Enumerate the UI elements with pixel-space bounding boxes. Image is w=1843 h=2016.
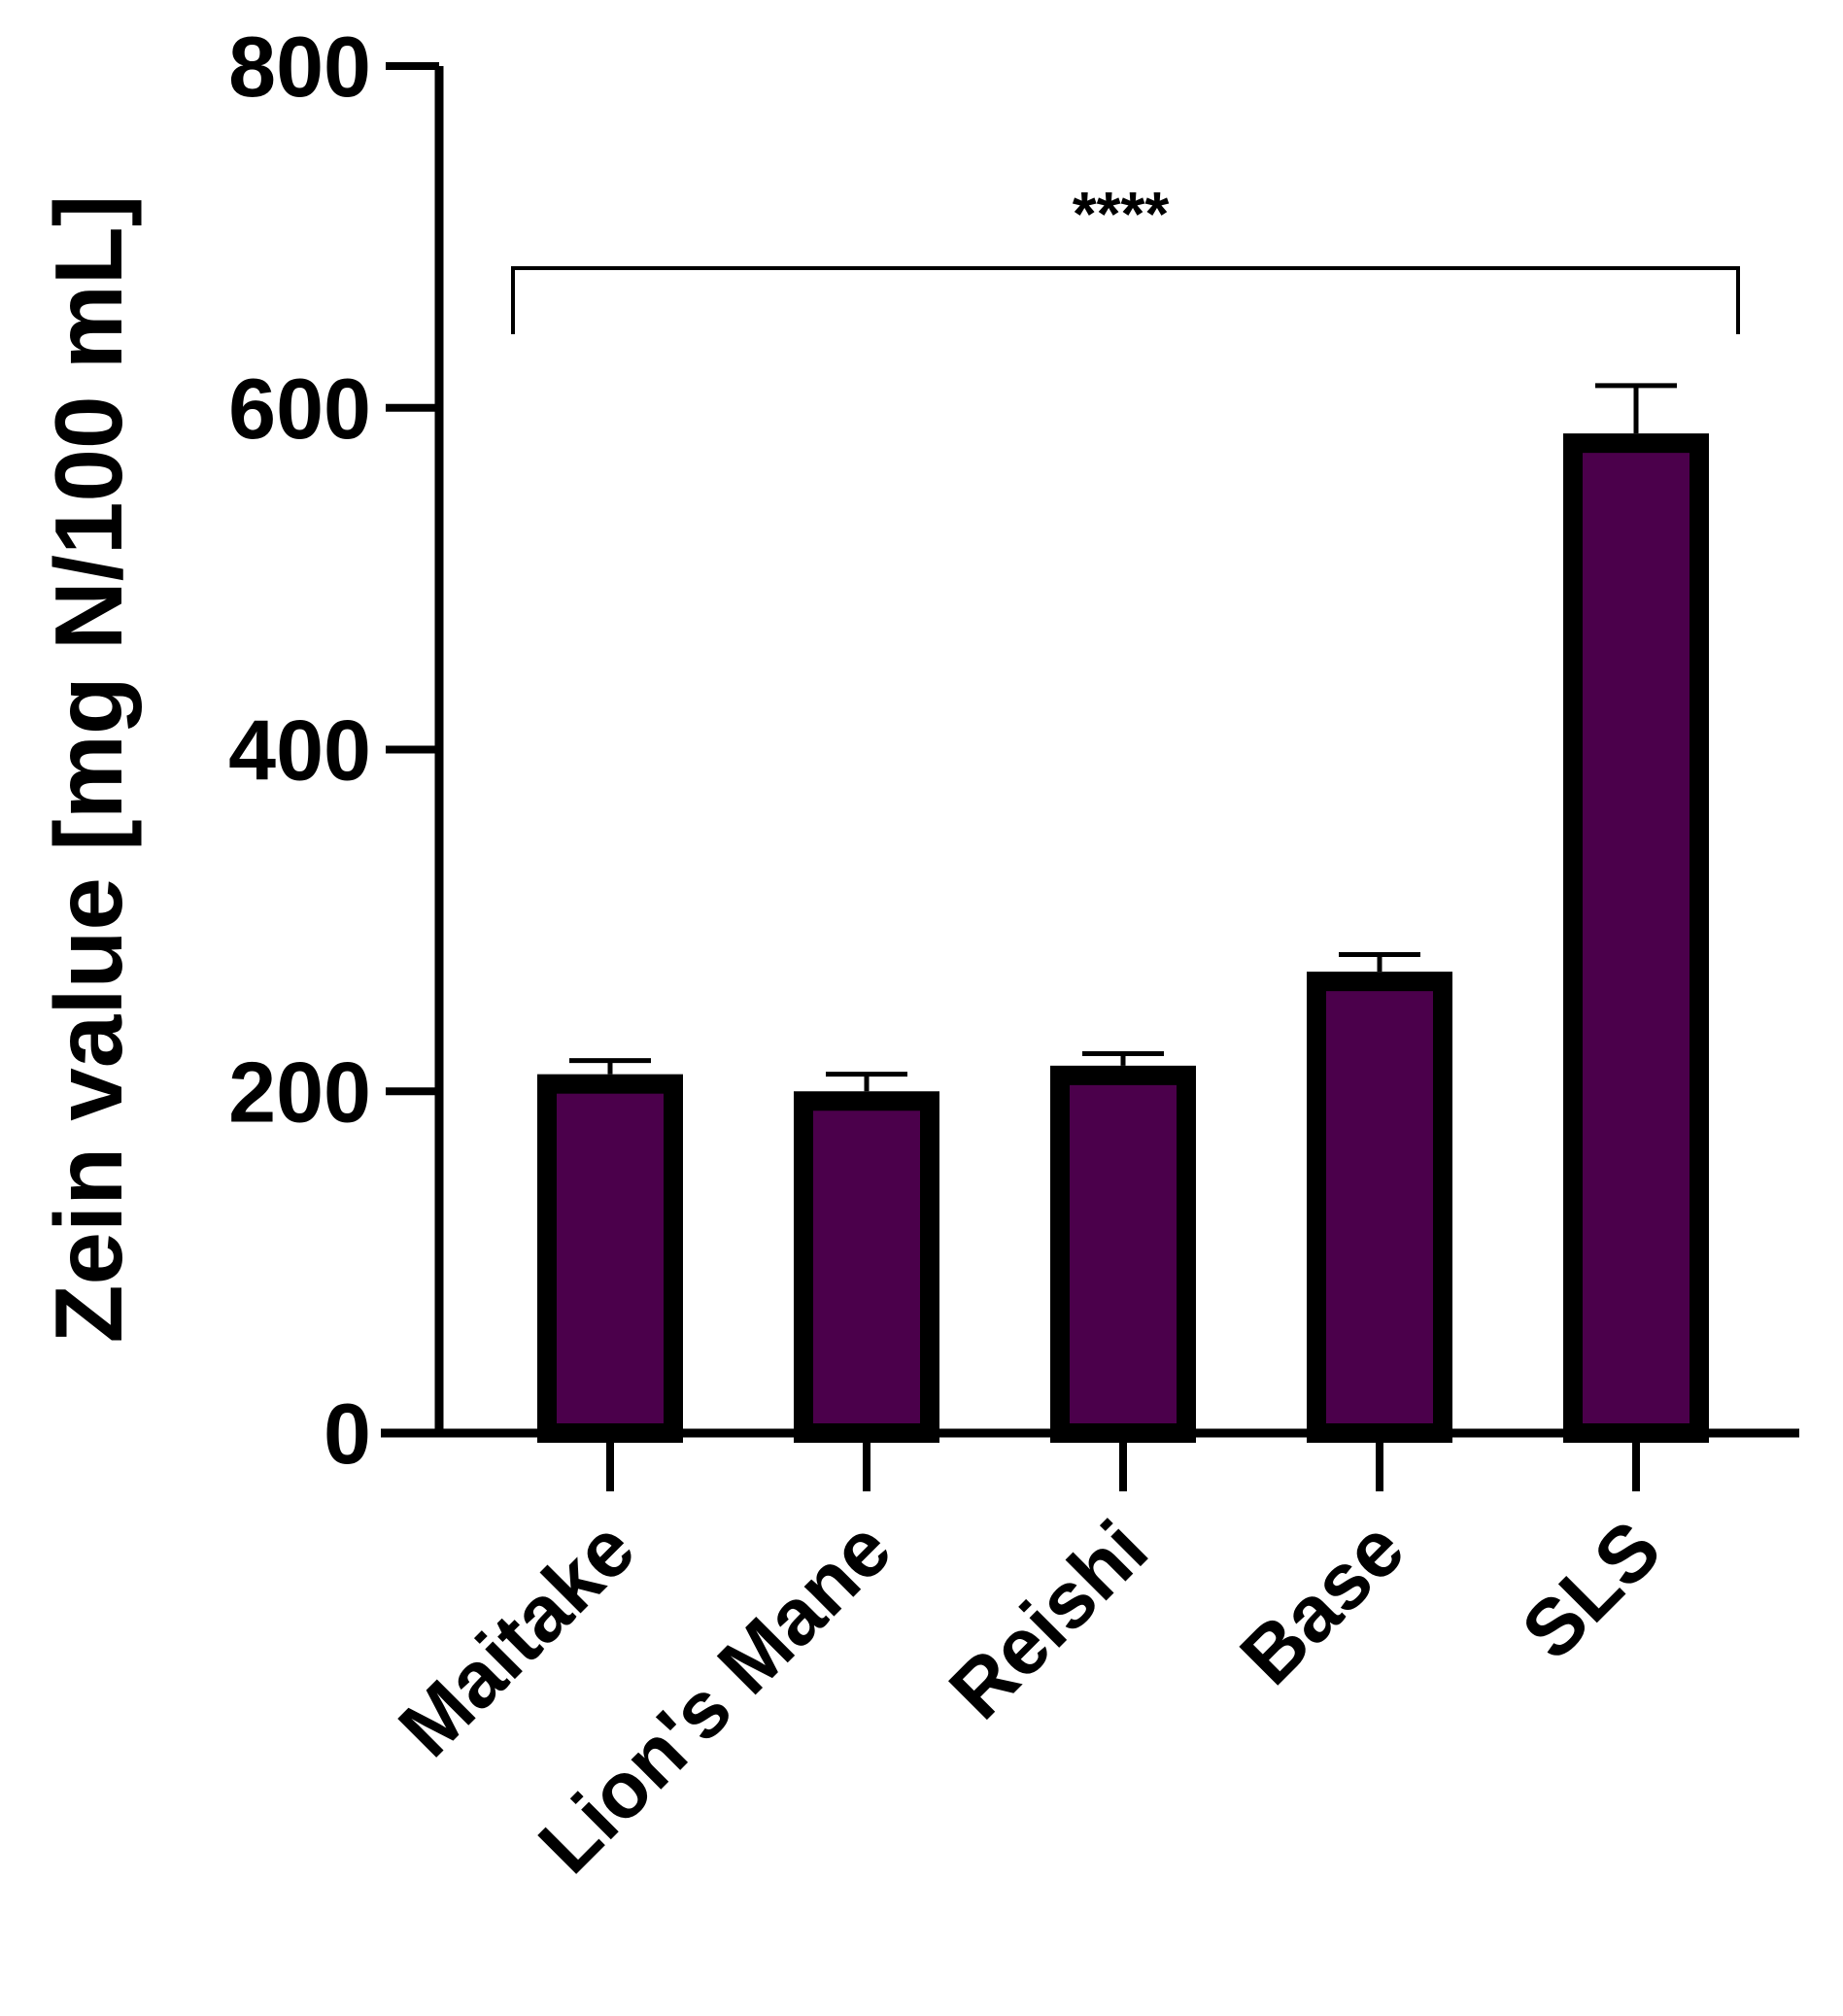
error-bar <box>569 1058 651 1075</box>
bar-maitake <box>537 1074 683 1443</box>
bar-base <box>1307 972 1452 1443</box>
y-tick-label: 600 <box>228 360 371 457</box>
error-bar <box>1082 1051 1164 1066</box>
x-tick-label: Base <box>1224 1504 1421 1701</box>
bar-lion-s-mane <box>794 1091 939 1443</box>
error-bar <box>1595 383 1677 434</box>
y-tick-label: 0 <box>324 1385 371 1482</box>
y-tick-label: 200 <box>228 1043 371 1140</box>
significance-bracket <box>511 266 1740 335</box>
bar-reishi <box>1050 1065 1196 1444</box>
y-axis-title: Zein value [mg N/100 mL] <box>35 195 142 1344</box>
y-tick-label: 400 <box>228 702 371 799</box>
x-tick-label: Reishi <box>933 1504 1164 1735</box>
error-bar <box>826 1072 907 1092</box>
error-bars-group <box>569 383 1677 1092</box>
significance-label: **** <box>1073 179 1170 249</box>
error-bar <box>1339 952 1420 973</box>
y-ticks-group: 0 200 400 600 800 <box>228 18 439 1482</box>
x-tick-label: SLS <box>1506 1504 1678 1676</box>
significance-bracket-group: **** <box>511 179 1740 335</box>
x-tick-label: Maitake <box>383 1504 652 1773</box>
bar-sls <box>1563 433 1709 1444</box>
y-tick-label: 800 <box>228 18 371 115</box>
bars-group <box>537 433 1709 1444</box>
